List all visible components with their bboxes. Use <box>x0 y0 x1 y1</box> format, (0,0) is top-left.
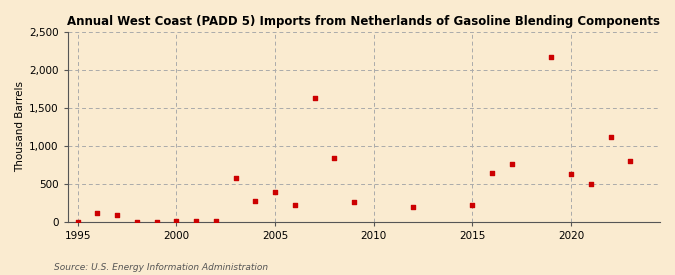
Point <box>230 176 241 181</box>
Point <box>585 182 596 186</box>
Y-axis label: Thousand Barrels: Thousand Barrels <box>15 81 25 172</box>
Point <box>290 203 300 208</box>
Point <box>211 219 221 224</box>
Point <box>112 213 123 217</box>
Point <box>329 156 340 160</box>
Point <box>191 219 202 224</box>
Point <box>132 219 142 224</box>
Point <box>546 54 557 59</box>
Point <box>467 203 478 207</box>
Point <box>270 190 281 195</box>
Point <box>151 219 162 224</box>
Point <box>506 162 517 167</box>
Text: Source: U.S. Energy Information Administration: Source: U.S. Energy Information Administ… <box>54 263 268 272</box>
Point <box>309 96 320 100</box>
Point <box>72 219 83 224</box>
Point <box>605 135 616 140</box>
Point <box>250 199 261 204</box>
Point <box>566 172 576 176</box>
Title: Annual West Coast (PADD 5) Imports from Netherlands of Gasoline Blending Compone: Annual West Coast (PADD 5) Imports from … <box>68 15 660 28</box>
Point <box>171 219 182 224</box>
Point <box>349 200 360 205</box>
Point <box>625 159 636 164</box>
Point <box>92 210 103 215</box>
Point <box>487 170 497 175</box>
Point <box>408 204 418 209</box>
